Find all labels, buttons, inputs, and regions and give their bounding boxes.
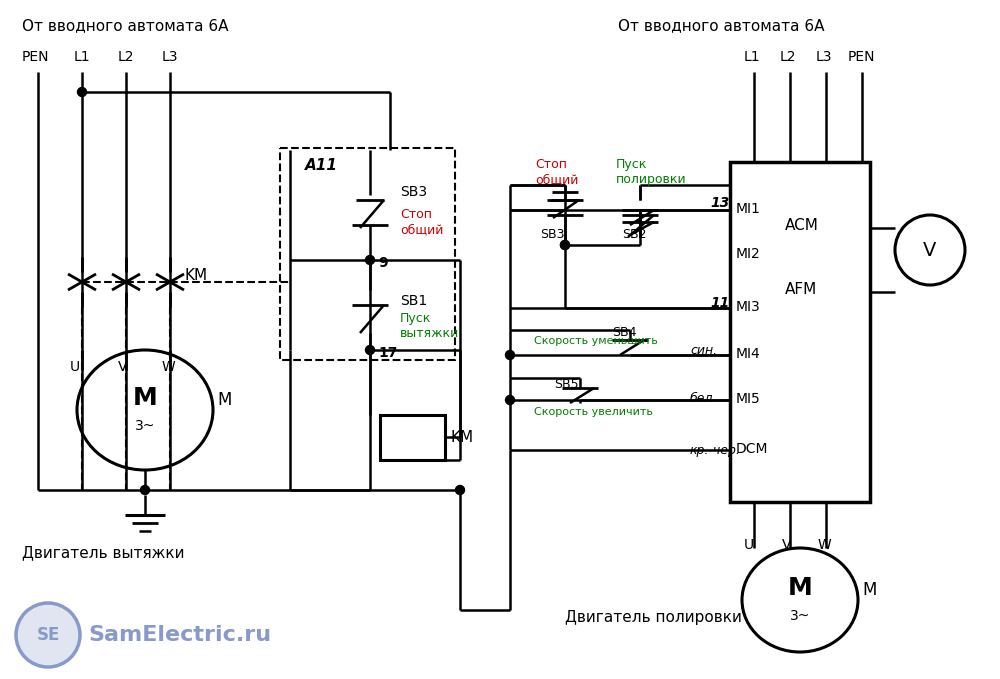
Text: Скорость увеличить: Скорость увеличить [534,407,653,417]
Text: бел.: бел. [690,392,718,405]
Text: MI1: MI1 [736,202,761,216]
Text: Пуск
вытяжки: Пуск вытяжки [400,312,459,340]
Circle shape [506,350,514,359]
Circle shape [140,485,150,494]
Text: MI5: MI5 [736,392,761,406]
Text: PEN: PEN [22,50,50,64]
Text: SB3: SB3 [400,185,427,199]
Text: M: M [788,576,812,600]
Text: PEN: PEN [848,50,876,64]
Text: L3: L3 [162,50,178,64]
Text: DCM: DCM [736,442,768,456]
Text: MI3: MI3 [736,300,761,314]
Circle shape [16,603,80,667]
Text: SB4: SB4 [612,326,637,339]
Text: Стоп
общий: Стоп общий [535,158,578,186]
Text: MI4: MI4 [736,347,761,361]
Bar [380,415,445,460]
Text: кр.-чер.: кр.-чер. [690,444,741,457]
Text: M: M [862,581,876,599]
Bar [280,148,455,360]
Text: Стоп
общий: Стоп общий [400,208,443,236]
Text: ACM: ACM [785,218,819,233]
Circle shape [366,255,374,265]
Text: U: U [70,360,80,374]
Text: V: V [782,538,792,552]
Circle shape [366,346,374,354]
Text: SB2: SB2 [622,228,646,241]
Text: KM: KM [185,268,208,283]
Text: MI2: MI2 [736,247,761,261]
Text: U: U [744,538,754,552]
Text: Двигатель полировки: Двигатель полировки [565,610,742,625]
Text: SB1: SB1 [400,294,427,308]
Text: SE: SE [36,626,60,644]
Circle shape [456,485,464,494]
Text: SB3: SB3 [540,228,564,241]
Text: 9: 9 [378,256,388,270]
Text: V: V [118,360,128,374]
Text: M: M [133,386,157,410]
Text: L1: L1 [744,50,761,64]
Text: AFM: AFM [785,282,817,297]
Bar [730,162,870,502]
Text: Двигатель вытяжки: Двигатель вытяжки [22,545,184,560]
Text: 3~: 3~ [790,609,810,623]
Text: SamElectric.ru: SamElectric.ru [88,625,271,645]
Text: A11: A11 [305,158,338,173]
Text: 3~: 3~ [135,419,155,433]
Text: Скорость уменьшить: Скорость уменьшить [534,336,658,346]
Text: 11: 11 [710,296,729,310]
Text: L3: L3 [816,50,832,64]
Text: KM: KM [451,430,474,445]
Circle shape [560,240,570,249]
Circle shape [506,395,514,405]
Text: V: V [923,240,937,259]
Text: 17: 17 [378,346,397,360]
Text: Пуск
полировки: Пуск полировки [616,158,687,186]
Text: От вводного автомата 6А: От вводного автомата 6А [22,18,228,33]
Text: SB5: SB5 [554,378,579,391]
Circle shape [78,88,87,96]
Text: 13: 13 [710,196,729,210]
Circle shape [560,240,570,249]
Text: M: M [217,391,231,409]
Text: L1: L1 [74,50,91,64]
Text: L2: L2 [118,50,134,64]
Text: От вводного автомата 6А: От вводного автомата 6А [618,18,824,33]
Text: L2: L2 [780,50,796,64]
Text: W: W [162,360,176,374]
Text: син.: син. [690,344,717,357]
Text: W: W [818,538,832,552]
